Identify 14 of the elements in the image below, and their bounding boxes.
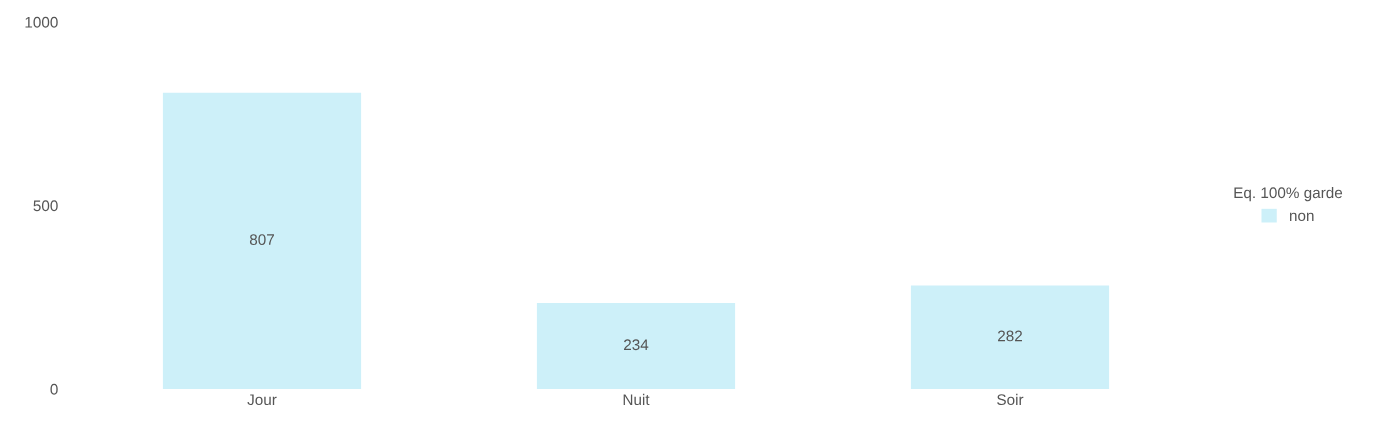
y-tick-label: 1000 [25,16,58,28]
bar [910,285,1110,389]
y-tick-label: 0 [50,383,58,395]
x-tick-label: Nuit [623,393,650,406]
data-label: 282 [998,330,1022,342]
x-tick-label: Soir [997,393,1024,406]
bar [536,303,736,389]
bar [162,92,362,389]
x-tick-label: Jour [247,394,277,406]
legend-label: non [1289,212,1314,222]
y-tick-label: 500 [33,200,58,212]
legend-title: Eq. 100% garde [1234,186,1343,202]
data-label: 807 [249,234,274,246]
data-label: 234 [624,339,649,351]
